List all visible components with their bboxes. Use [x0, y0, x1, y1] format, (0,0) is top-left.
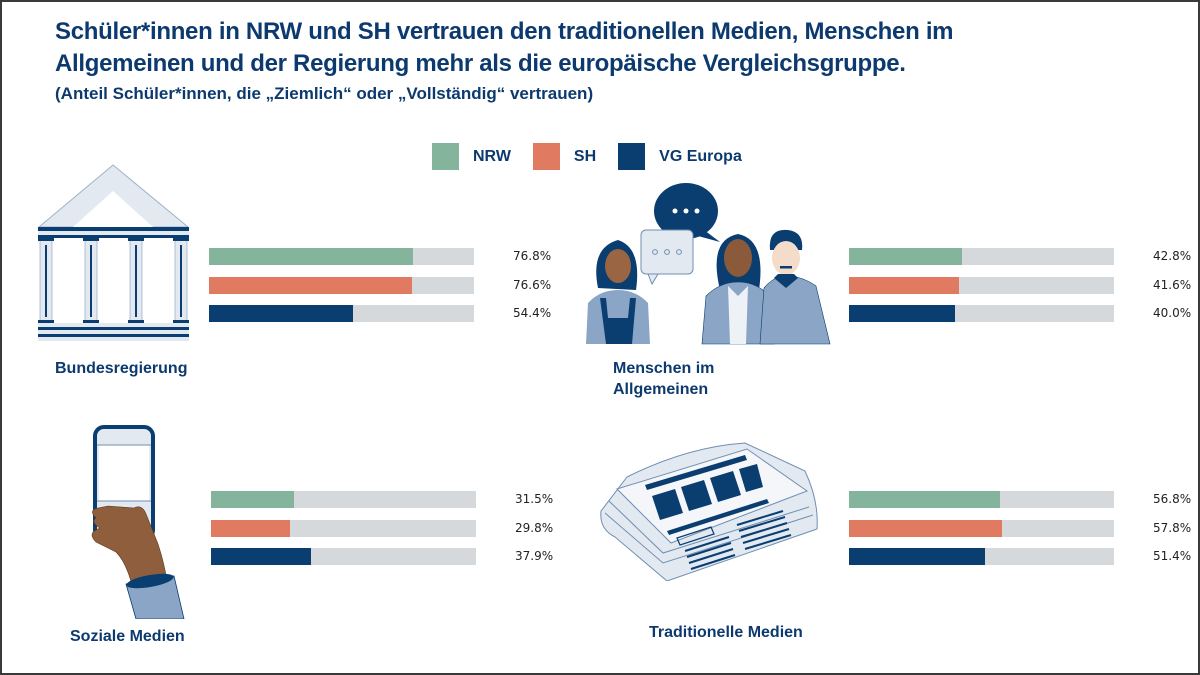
- category-label-line: Bundesregierung: [55, 360, 188, 377]
- legend: NRW SH VG Europa: [432, 143, 764, 170]
- data-label-vg-europa: 40.0%: [1153, 306, 1192, 320]
- legend-label-vg-europa: VG Europa: [659, 147, 742, 165]
- bar-vg-europa: [211, 548, 312, 565]
- bar-nrw: [849, 491, 1000, 508]
- data-label-sh: 41.6%: [1153, 277, 1192, 292]
- legend-item-sh: SH: [532, 143, 597, 170]
- data-label-nrw: 42.8%: [1153, 249, 1192, 263]
- chart-subtitle: (Anteil Schüler*innen, die „Ziemlich“ od…: [55, 84, 594, 103]
- newspaper-icon: [600, 442, 818, 581]
- data-label-sh: 29.8%: [515, 520, 554, 535]
- bar-sh: [849, 519, 1003, 537]
- category-label-line: Allgemeinen: [613, 381, 709, 398]
- category-label-traditionelle-medien: Traditionelle Medien: [649, 622, 803, 643]
- data-label-vg-europa: 51.4%: [1153, 549, 1192, 563]
- legend-item-nrw: NRW: [432, 143, 511, 170]
- legend-item-vg-europa: VG Europa: [618, 143, 742, 170]
- legend-swatch-nrw: [432, 143, 459, 170]
- category-label-line: Menschen im: [613, 360, 715, 377]
- data-label-vg-europa: 37.9%: [515, 549, 554, 563]
- category-label-menschen-im-allgemeinen: Menschen im Allgemeinen: [613, 358, 714, 400]
- people-talking-icon: [586, 183, 831, 345]
- bar-vg-europa: [849, 305, 955, 322]
- bar-sh: [849, 276, 960, 294]
- data-label-nrw: 56.8%: [1153, 492, 1192, 506]
- legend-label-sh: SH: [573, 147, 597, 165]
- chart-title: Schüler*innen in NRW und SH vertrauen de…: [55, 16, 1155, 80]
- legend-swatch-vg-europa: [618, 143, 646, 170]
- bar-sh: [209, 276, 412, 294]
- data-label-sh: 76.6%: [513, 277, 552, 292]
- bar-sh: [211, 519, 290, 537]
- bar-vg-europa: [849, 548, 986, 565]
- category-label-line: Traditionelle Medien: [649, 624, 803, 641]
- bar-vg-europa: [209, 305, 354, 322]
- data-label-nrw: 31.5%: [515, 492, 554, 506]
- chart-title-line-1: Schüler*innen in NRW und SH vertrauen de…: [55, 18, 954, 45]
- data-label-vg-europa: 54.4%: [513, 306, 552, 320]
- data-label-nrw: 76.8%: [513, 249, 552, 263]
- legend-label-nrw: NRW: [473, 147, 511, 165]
- government-building-icon: [37, 164, 190, 341]
- bar-nrw: [211, 491, 295, 508]
- chart-title-line-2: Allgemeinen und der Regierung mehr als d…: [55, 50, 906, 77]
- category-label-line: Soziale Medien: [70, 628, 185, 645]
- category-label-bundesregierung: Bundesregierung: [55, 358, 187, 379]
- data-label-sh: 57.8%: [1153, 520, 1192, 535]
- category-label-soziale-medien: Soziale Medien: [70, 626, 185, 647]
- legend-swatch-sh: [532, 143, 560, 170]
- bar-nrw: [209, 248, 413, 265]
- smartphone-hand-icon: [91, 425, 185, 619]
- bar-nrw: [849, 248, 963, 265]
